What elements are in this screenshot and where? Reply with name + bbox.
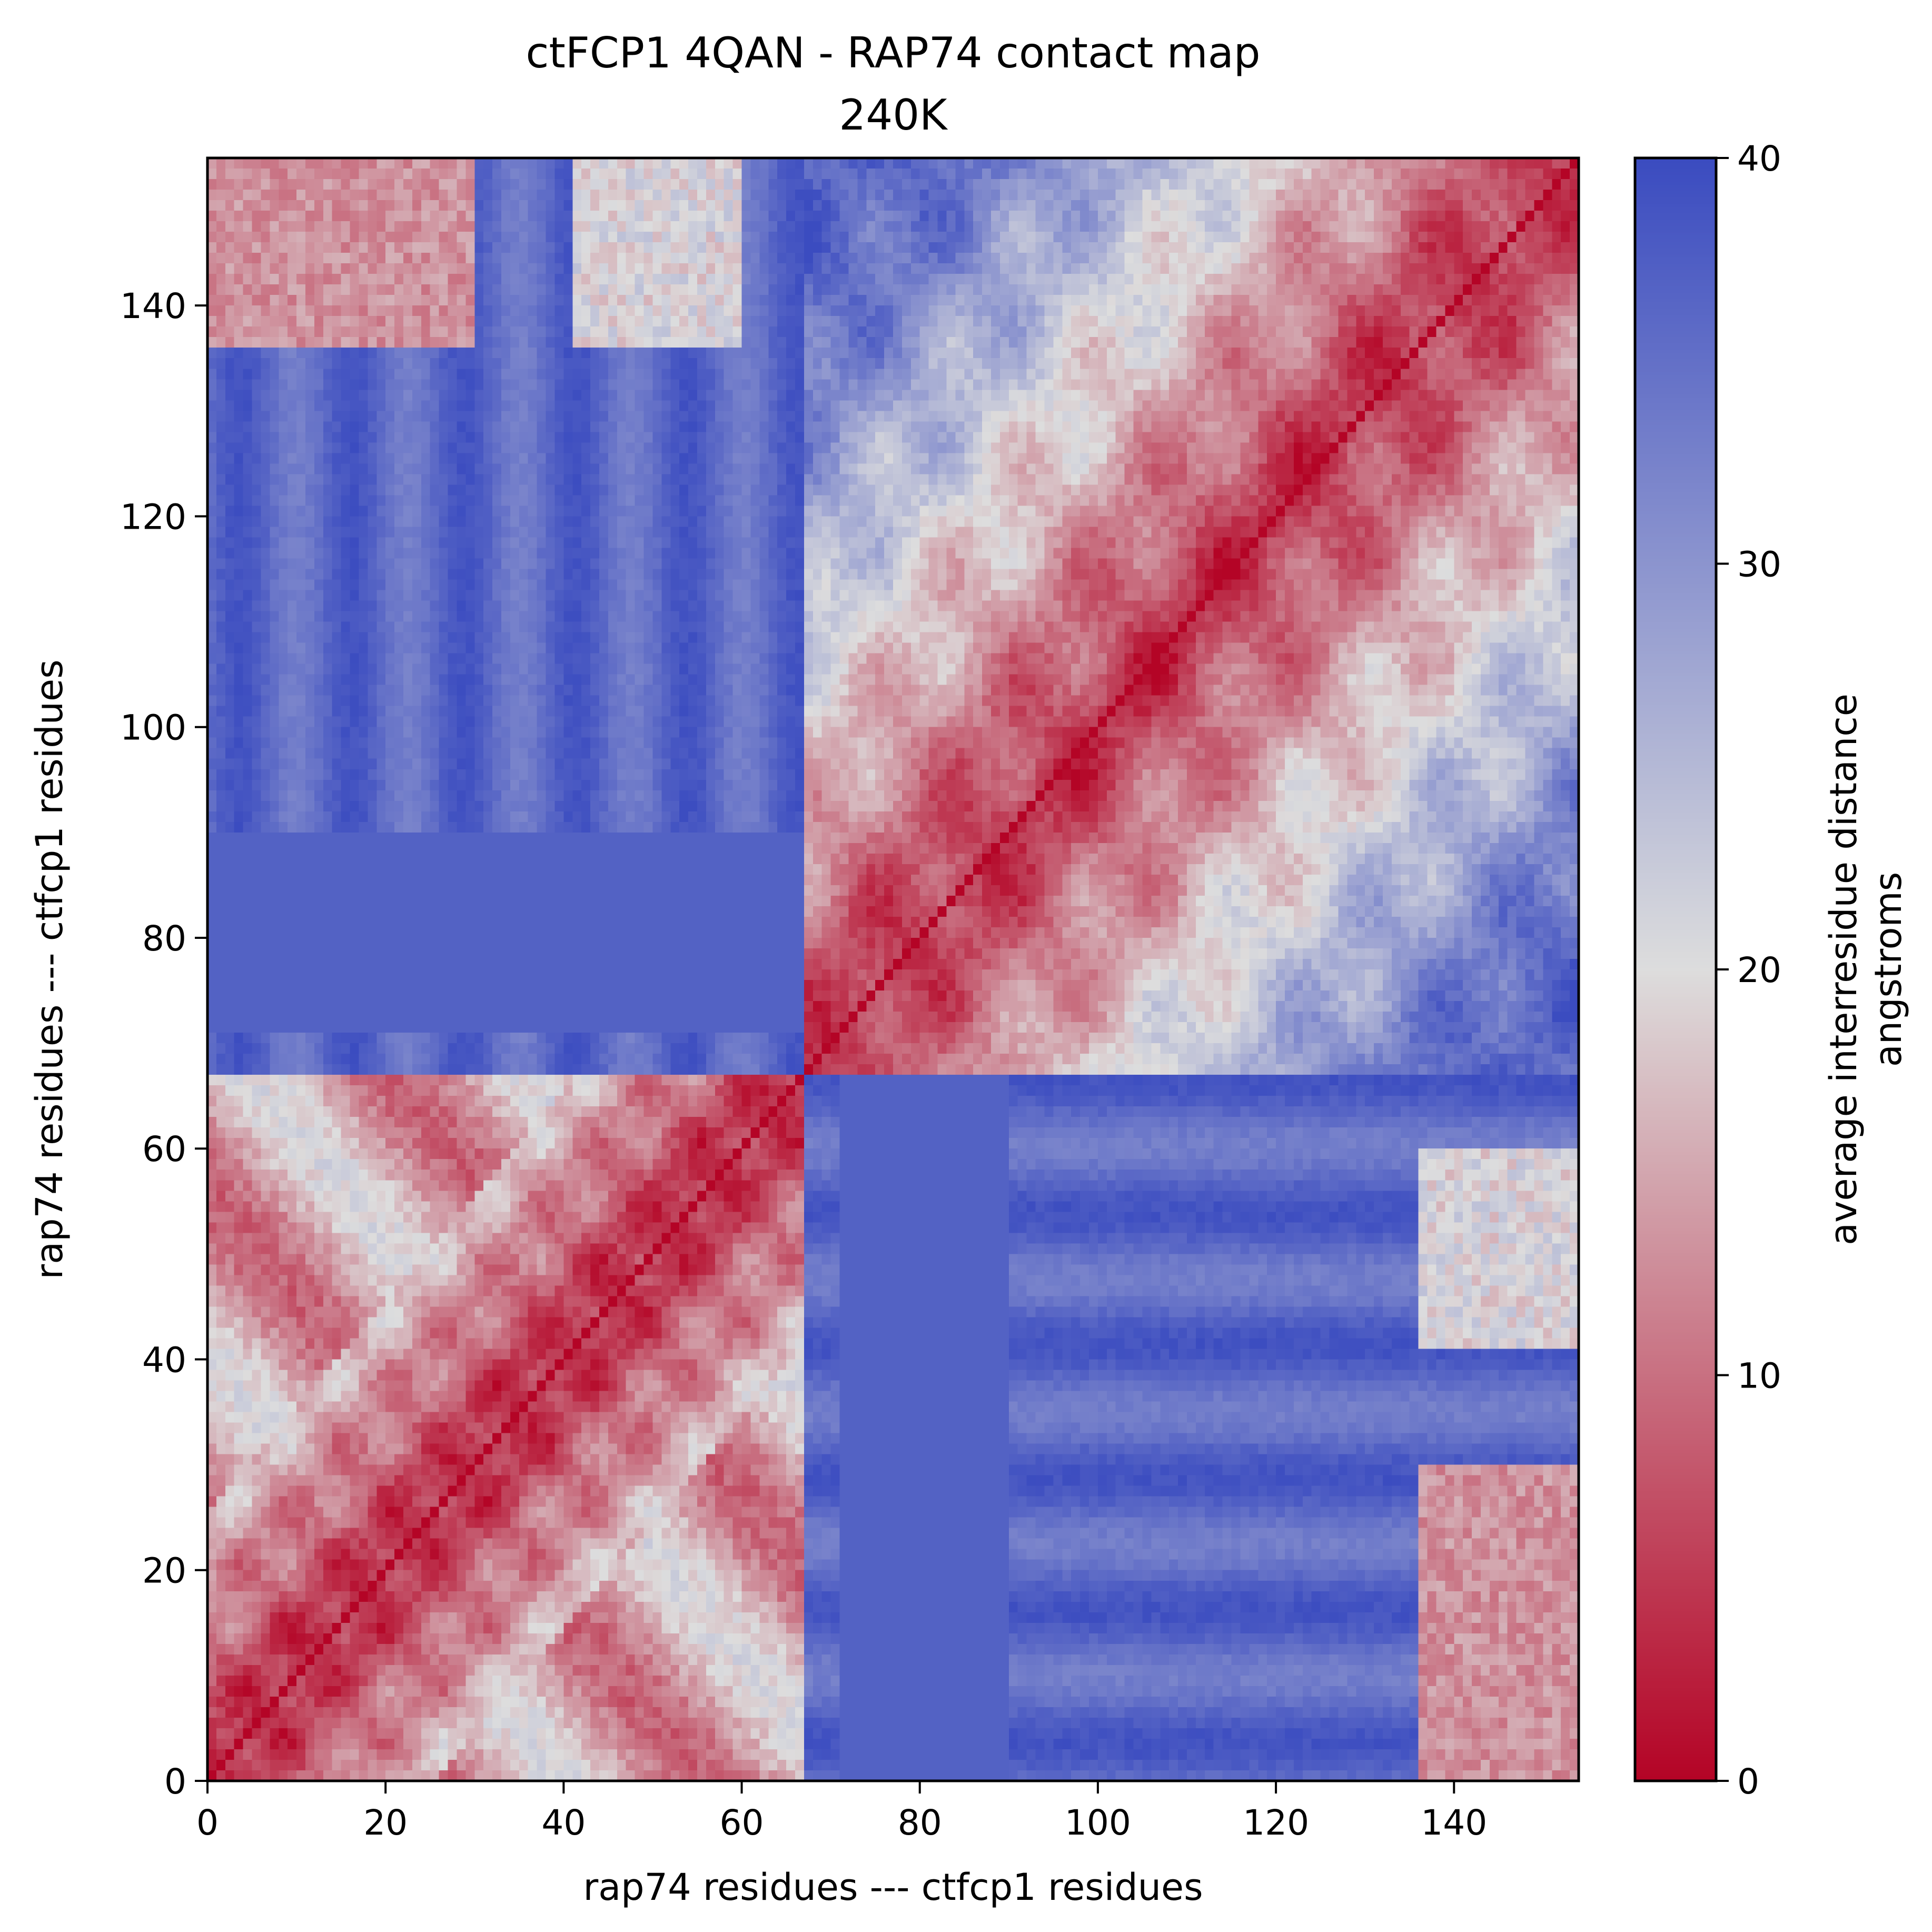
y-tick-label: 100 [120, 708, 186, 748]
x-tick-label: 80 [898, 1802, 942, 1843]
chart-subtitle: 240K [839, 91, 948, 140]
y-tick-label: 120 [120, 497, 186, 537]
y-tick-label: 0 [164, 1761, 186, 1802]
colorbar-label-line1: average interresidue distance [1822, 693, 1865, 1245]
colorbar-tick-label: 40 [1737, 138, 1781, 179]
colorbar-tick-label: 20 [1737, 950, 1781, 990]
y-axis-ticks: 0 20 40 60 80 100 120 140 [120, 286, 207, 1802]
colorbar-tick-label: 30 [1737, 544, 1781, 585]
colorbar-gradient [1635, 158, 1716, 1781]
x-tick-label: 40 [541, 1802, 586, 1843]
x-axis-ticks: 0 20 40 60 80 100 120 140 [196, 1781, 1487, 1843]
x-axis-label: rap74 residues --- ctfcp1 residues [583, 1866, 1203, 1909]
y-axis-label: rap74 residues --- ctfcp1 residues [28, 659, 71, 1279]
y-tick-label: 140 [120, 286, 186, 326]
chart-title: ctFCP1 4QAN - RAP74 contact map [526, 28, 1260, 77]
heatmap-frame [206, 156, 1580, 1782]
x-tick-label: 120 [1243, 1802, 1309, 1843]
x-tick-label: 140 [1421, 1802, 1487, 1843]
x-tick-label: 100 [1065, 1802, 1131, 1843]
heatmap-image [207, 158, 1579, 1781]
colorbar-tick-label: 10 [1737, 1356, 1781, 1396]
colorbar-tick-label: 0 [1737, 1761, 1759, 1802]
y-tick-label: 80 [142, 918, 186, 959]
x-tick-label: 60 [720, 1802, 764, 1843]
y-tick-label: 40 [142, 1340, 186, 1380]
y-tick-label: 20 [142, 1551, 186, 1591]
colorbar-ticks: 0 10 20 30 40 [1716, 138, 1781, 1802]
y-tick-label: 60 [142, 1129, 186, 1170]
colorbar-label-line2: angstroms [1867, 872, 1910, 1067]
x-tick-label: 0 [196, 1802, 219, 1843]
colorbar-frame [1633, 156, 1718, 1782]
x-tick-label: 20 [363, 1802, 408, 1843]
